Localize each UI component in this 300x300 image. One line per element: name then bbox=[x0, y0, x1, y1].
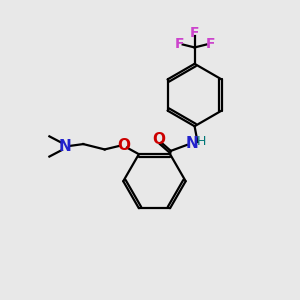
Text: H: H bbox=[197, 135, 206, 148]
Text: F: F bbox=[190, 26, 199, 40]
Text: F: F bbox=[205, 38, 215, 52]
Text: N: N bbox=[186, 136, 199, 151]
Text: O: O bbox=[152, 132, 165, 147]
Text: O: O bbox=[118, 138, 130, 153]
Text: N: N bbox=[58, 139, 71, 154]
Text: F: F bbox=[174, 38, 184, 52]
